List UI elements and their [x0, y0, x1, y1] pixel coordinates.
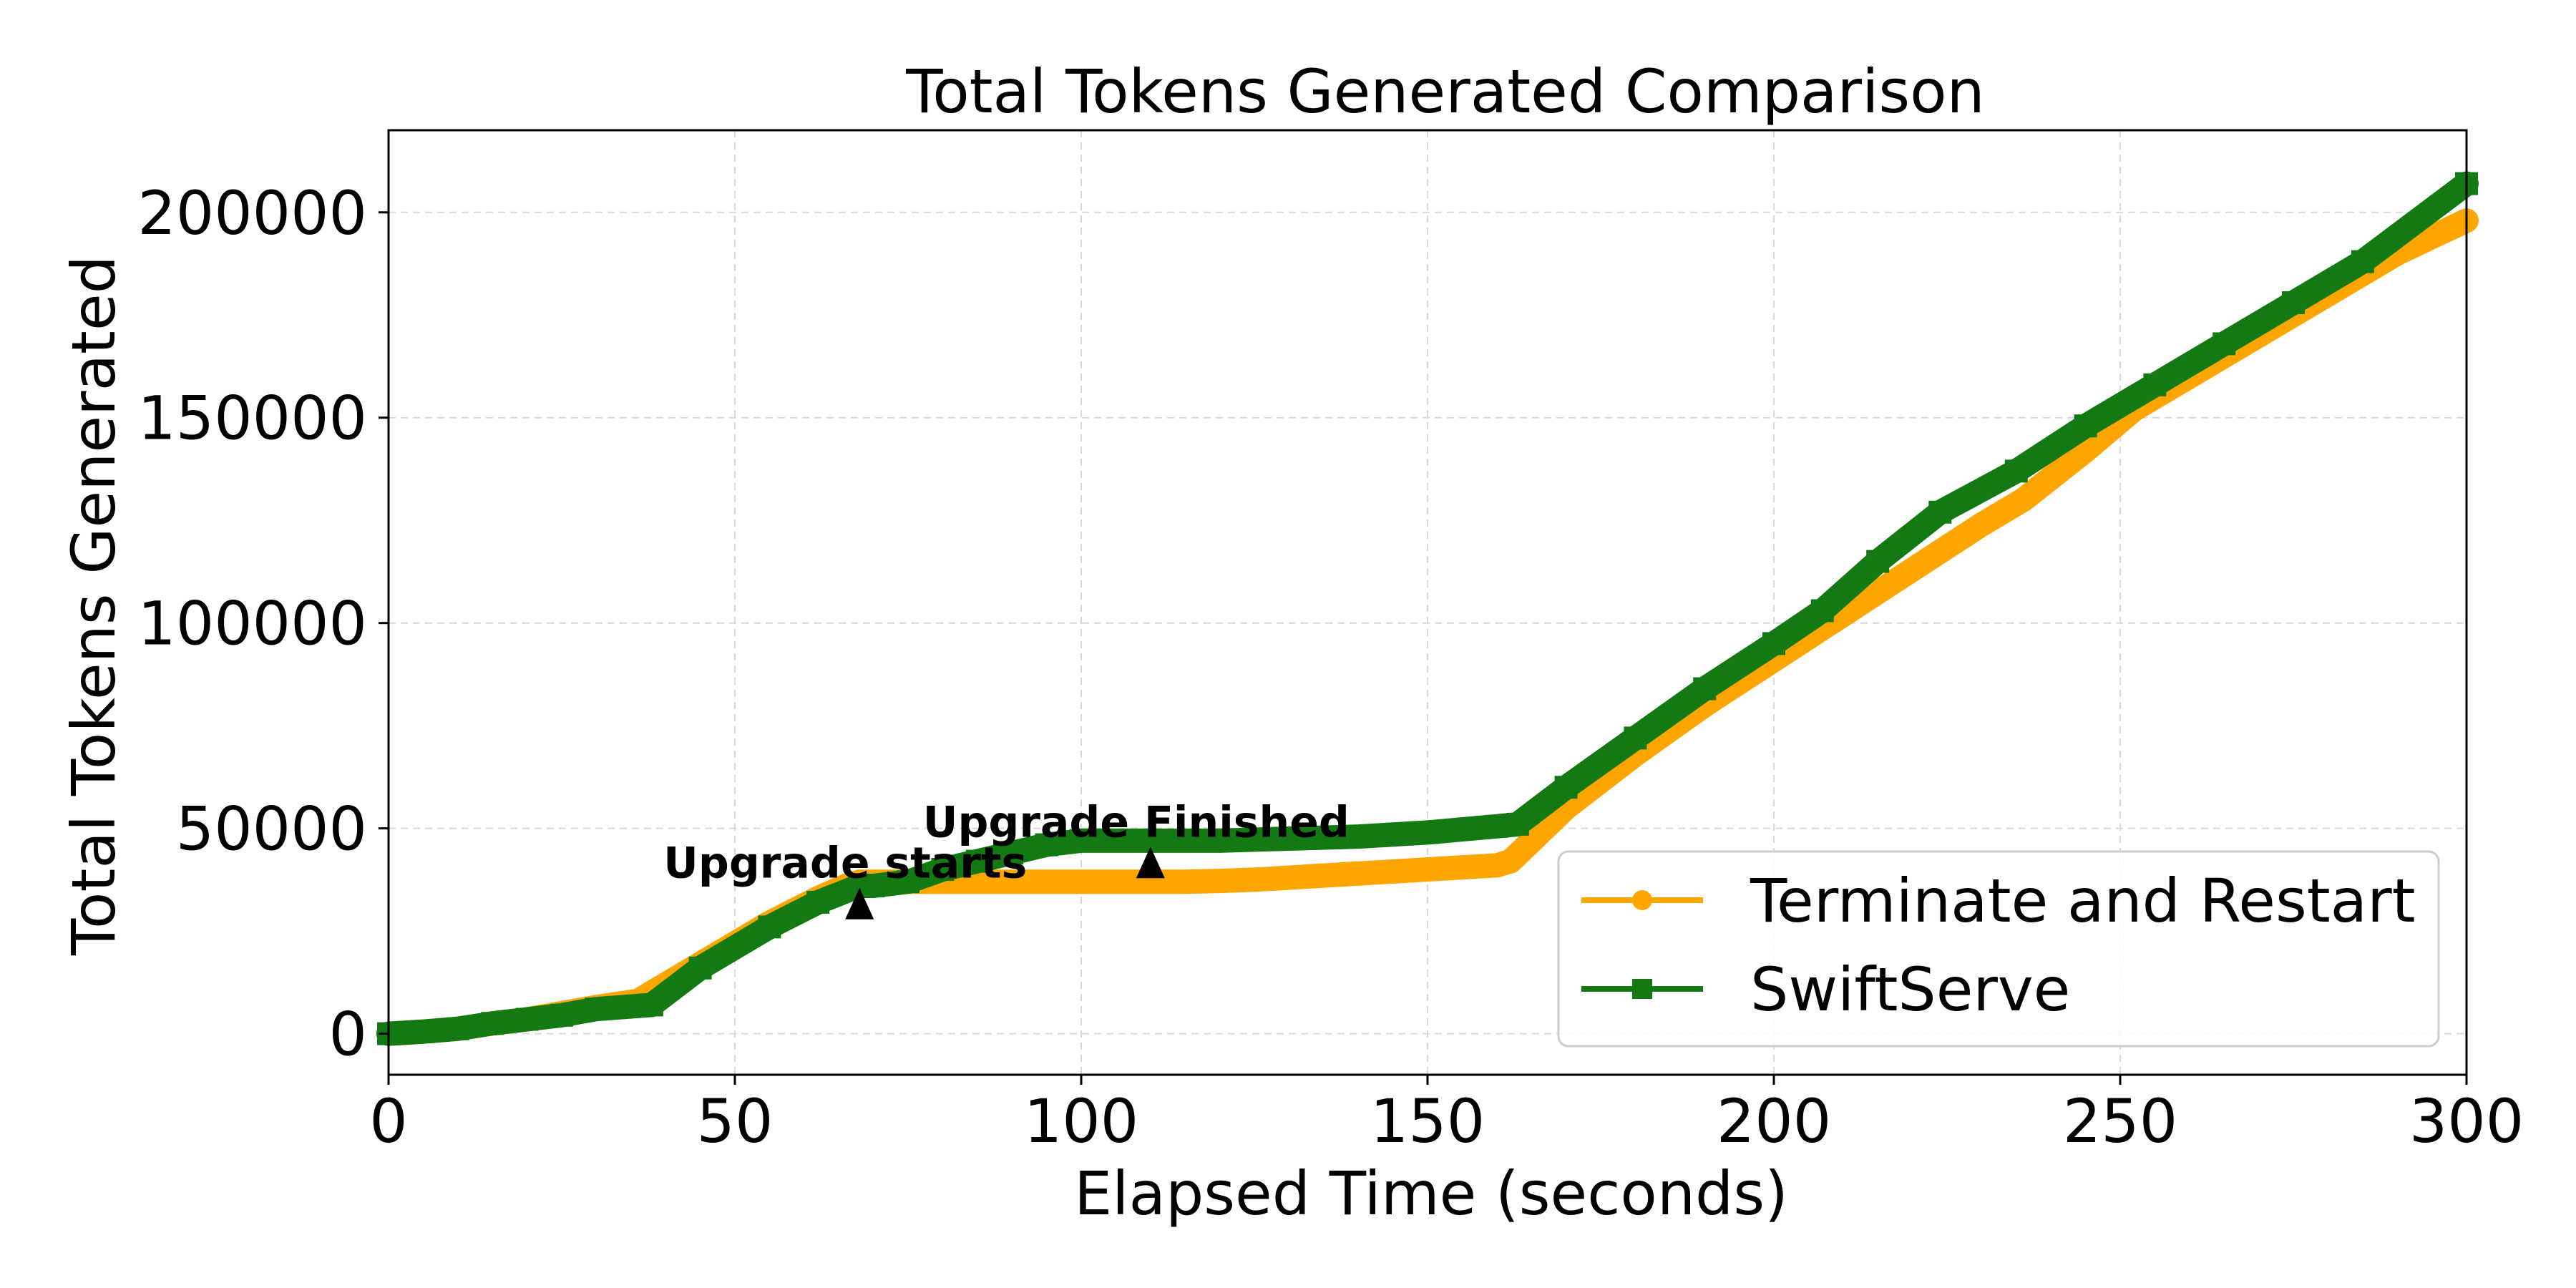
data-point: [897, 870, 919, 894]
data-point: [1810, 599, 1834, 623]
data-point: [1243, 868, 1266, 892]
data-point: [1174, 829, 1197, 852]
y-tick-label: 50000: [176, 794, 367, 864]
legend-label-swiftserve: SwiftServe: [1750, 955, 2070, 1025]
x-tick-label: 150: [1370, 1086, 1485, 1156]
data-point: [2074, 414, 2097, 438]
data-point: [862, 874, 885, 897]
x-tick-label: 300: [2409, 1086, 2524, 1156]
data-point: [1416, 821, 1439, 844]
data-point: [2351, 250, 2374, 273]
x-tick-label: 200: [1717, 1086, 1831, 1156]
data-point: [931, 858, 955, 882]
data-point: [640, 993, 663, 1017]
data-point: [1866, 550, 1890, 573]
annotation-label: Upgrade starts: [663, 839, 1027, 889]
y-axis-title: Total Tokens Generated: [59, 255, 129, 956]
data-point: [1928, 500, 1952, 524]
ticks-layer: 0 50 100 150 200 250 300 0 50000 100000 150000 2000…: [137, 178, 2524, 1156]
data-point: [2282, 291, 2305, 315]
data-point: [1277, 866, 1301, 889]
legend-entry-terminate-and-restart: Terminate and Restart: [1581, 866, 2416, 936]
legend-label-terminate-and-restart: Terminate and Restart: [1750, 866, 2416, 936]
data-point: [1174, 870, 1197, 894]
data-point: [688, 956, 712, 980]
data-point: [1506, 812, 1529, 836]
annotation-upgrade-starts: Upgrade starts: [663, 839, 1027, 919]
data-point: [2212, 332, 2236, 356]
data-point: [446, 1017, 469, 1040]
data-point: [1070, 829, 1093, 852]
data-point: [1901, 558, 1924, 582]
data-point: [965, 870, 989, 894]
annotation-label: Upgrade Finished: [923, 797, 1350, 847]
x-tick-label: 50: [697, 1086, 774, 1156]
data-point: [1693, 677, 1717, 701]
legend: Terminate and Restart SwiftServe: [1557, 850, 2440, 1048]
data-point: [1347, 862, 1370, 885]
data-point: [1208, 869, 1231, 893]
y-tick-label: 100000: [137, 589, 367, 659]
x-tick-label: 0: [369, 1086, 407, 1156]
data-point: [411, 1020, 435, 1043]
legend-marker-circle: [1632, 890, 1652, 910]
data-point: [2074, 439, 2097, 462]
data-point: [1450, 856, 1474, 879]
data-point: [1499, 849, 1523, 873]
annotation-upgrade-finished: Upgrade Finished: [923, 797, 1350, 879]
y-tick-label: 200000: [137, 178, 367, 248]
x-tick-label: 250: [2063, 1086, 2177, 1156]
data-point: [758, 915, 781, 939]
data-point: [1381, 859, 1405, 883]
data-point: [1208, 829, 1231, 852]
data-point: [515, 1008, 539, 1031]
data-point: [1035, 833, 1058, 857]
data-point: [1277, 827, 1301, 850]
annotation-marker-triangle: [1136, 847, 1165, 879]
data-point: [550, 1003, 573, 1027]
data-point: [965, 849, 989, 873]
legend-entry-swiftserve: SwiftServe: [1581, 955, 2070, 1025]
data-point: [1347, 825, 1370, 849]
data-point: [1104, 870, 1128, 894]
series-swiftserve: [376, 171, 2479, 1046]
annotation-marker-triangle: [845, 887, 874, 919]
data-point: [1762, 632, 1785, 655]
legend-box: [1557, 850, 2440, 1048]
series-layer: [376, 171, 2479, 1046]
x-tick-label: 100: [1024, 1086, 1138, 1156]
data-point: [1035, 870, 1058, 894]
data-point: [2011, 488, 2035, 512]
data-point: [1104, 829, 1128, 852]
data-point: [585, 997, 608, 1021]
data-point: [1970, 512, 1994, 536]
y-tick-label: 150000: [137, 384, 367, 454]
data-point: [2143, 373, 2167, 396]
data-point: [1000, 841, 1024, 865]
data-point: [1485, 814, 1508, 838]
data-point: [1000, 870, 1024, 894]
x-axis-title: Elapsed Time (seconds): [1074, 1158, 1788, 1229]
data-point: [806, 890, 830, 914]
data-point: [1624, 726, 1647, 750]
y-tick-label: 0: [329, 1000, 367, 1070]
data-point: [1070, 870, 1093, 894]
data-point: [1416, 858, 1439, 882]
data-point: [1312, 864, 1335, 887]
legend-marker-square: [1632, 979, 1652, 999]
data-point: [481, 1012, 504, 1035]
data-point: [1554, 776, 1578, 799]
data-point: [2004, 459, 2028, 483]
chart-title: Total Tokens Generated Comparison: [905, 57, 1985, 127]
